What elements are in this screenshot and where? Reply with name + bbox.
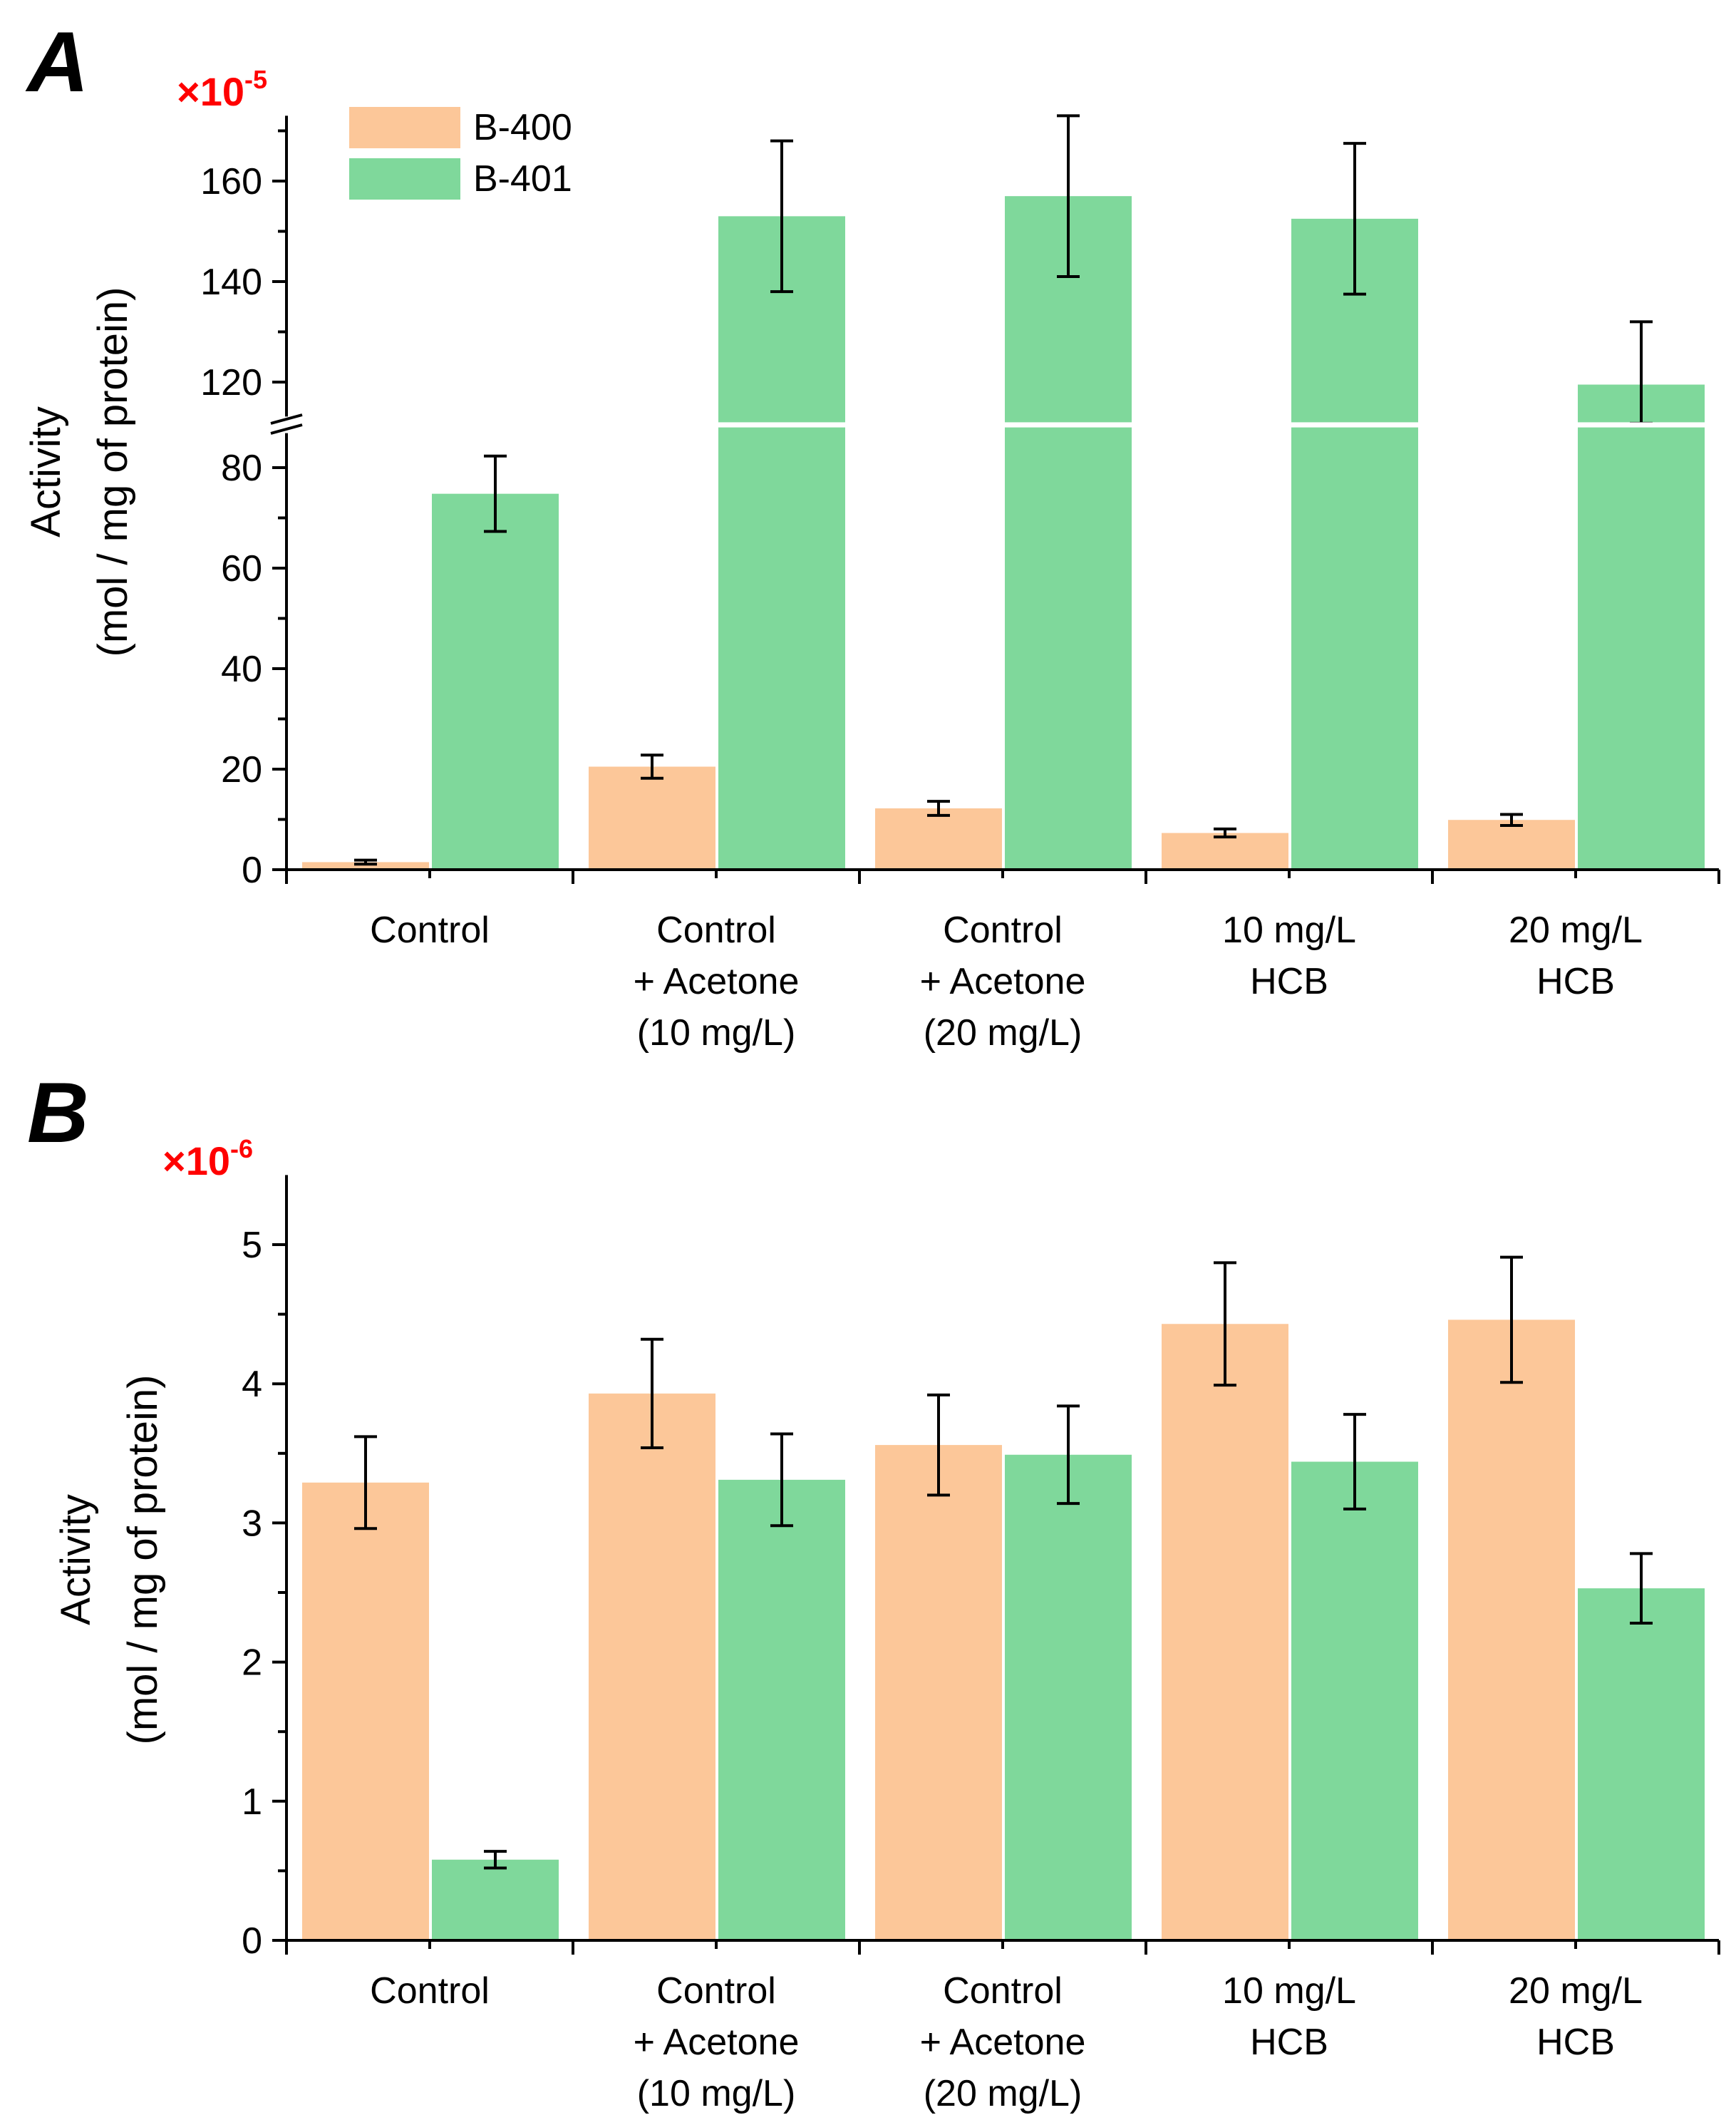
bar-a-b-401-3 — [1291, 218, 1418, 870]
x-tick-label-a-2-1: + Acetone — [920, 961, 1086, 1002]
legend-swatch-b400 — [349, 107, 460, 148]
x-tick-label-b-3-0: 10 mg/L — [1222, 1970, 1356, 2012]
x-tick-label-a-3-0: 10 mg/L — [1222, 910, 1356, 951]
panel-a-chart: 0 20 40 60 80 120 140 160 Control Control + Aceton… — [200, 114, 1720, 1054]
x-tick-label-b-1-1: + Acetone — [634, 2022, 800, 2063]
x-tick-label-a-1-0: Control — [656, 910, 776, 951]
bar-b-b-400-2 — [875, 1445, 1002, 1940]
bar-a-b-400-2 — [875, 808, 1002, 870]
panel-a-multiplier-base: ×10 — [177, 69, 244, 114]
y-tick-label-a: 60 — [221, 548, 262, 590]
panel-a-multiplier-exp: -5 — [244, 65, 267, 94]
x-tick-label-a-1-1: + Acetone — [634, 961, 800, 1002]
y-tick-label-b: 0 — [242, 1920, 262, 1962]
x-tick-label-b-3-1: HCB — [1250, 2022, 1328, 2063]
y-tick-label-b: 5 — [242, 1225, 262, 1266]
panel-a-label: A — [25, 14, 89, 110]
y-tick-label-b: 3 — [242, 1503, 262, 1544]
panel-b-multiplier: ×10-6 — [162, 1134, 253, 1183]
y-tick-label-b: 2 — [242, 1642, 262, 1684]
axis-break-gap — [717, 422, 847, 428]
bar-a-b-401-0 — [432, 493, 559, 870]
bar-b-b-401-0 — [432, 1859, 559, 1940]
x-tick-label-a-2-0: Control — [943, 910, 1063, 951]
bar-b-b-401-1 — [718, 1479, 845, 1940]
bar-b-b-401-3 — [1291, 1461, 1418, 1940]
axis-break-gap — [1576, 422, 1706, 428]
x-tick-label-a-1-2: (10 mg/L) — [637, 1012, 796, 1054]
legend-label-b400: B-400 — [473, 107, 572, 148]
bar-b-b-401-2 — [1005, 1454, 1132, 1940]
panel-a-ylabel-line2: (mol / mg of protein) — [90, 287, 136, 657]
bar-a-b-401-1 — [718, 216, 845, 870]
panel-b-ylabel-line2: (mol / mg of protein) — [120, 1375, 166, 1745]
bar-a-b-400-1 — [589, 766, 715, 870]
x-tick-label-b-1-2: (10 mg/L) — [637, 2073, 796, 2114]
x-tick-label-a-4-1: HCB — [1536, 961, 1615, 1002]
y-tick-label-a: 140 — [200, 262, 262, 303]
bar-a-b-401-2 — [1005, 196, 1132, 870]
x-tick-label-a-3-1: HCB — [1250, 961, 1328, 1002]
x-tick-label-b-4-1: HCB — [1536, 2022, 1615, 2063]
y-tick-label-a: 160 — [200, 161, 262, 202]
y-tick-label-a: 20 — [221, 749, 262, 791]
x-tick-label-b-2-2: (20 mg/L) — [924, 2073, 1083, 2114]
bar-a-b-400-3 — [1162, 833, 1288, 870]
y-tick-label-a: 120 — [200, 362, 262, 403]
panel-b-multiplier-exp: -6 — [230, 1134, 253, 1163]
legend: B-400 B-401 — [349, 107, 572, 200]
axis-break-gap — [1003, 422, 1133, 428]
panel-a-ylabel-line1: Activity — [23, 406, 69, 537]
bar-b-b-401-4 — [1578, 1588, 1705, 1940]
y-tick-label-b: 4 — [242, 1364, 262, 1405]
x-tick-label-b-2-0: Control — [943, 1970, 1063, 2012]
x-tick-label-a-4-0: 20 mg/L — [1509, 910, 1643, 951]
bar-b-b-400-4 — [1448, 1319, 1575, 1940]
bar-b-b-400-0 — [302, 1482, 429, 1940]
legend-label-b401: B-401 — [473, 158, 572, 200]
axis-break-mark — [270, 413, 303, 425]
panel-b-label: B — [27, 1065, 89, 1161]
panel-a-multiplier: ×10-5 — [177, 65, 267, 114]
bar-b-b-400-1 — [589, 1393, 715, 1940]
y-tick-label-b: 1 — [242, 1781, 262, 1823]
panel-b-chart: 0 1 2 3 4 5 Control Control + Acetone (10 mg/L) Co… — [242, 1175, 1720, 2114]
panel-b-multiplier-base: ×10 — [162, 1138, 230, 1183]
x-tick-label-a-0-0: Control — [370, 910, 490, 951]
x-tick-label-b-2-1: + Acetone — [920, 2022, 1086, 2063]
x-tick-label-a-2-2: (20 mg/L) — [924, 1012, 1083, 1054]
bar-a-b-400-4 — [1448, 820, 1575, 870]
panel-b-ylabel-line1: Activity — [53, 1494, 99, 1625]
x-tick-label-b-1-0: Control — [656, 1970, 776, 2012]
bar-a-b-400-0 — [302, 862, 429, 870]
x-tick-label-b-4-0: 20 mg/L — [1509, 1970, 1643, 2012]
y-tick-label-a: 40 — [221, 649, 262, 690]
y-tick-label-a: 0 — [242, 850, 262, 891]
bar-b-b-400-3 — [1162, 1324, 1288, 1940]
y-tick-label-a: 80 — [221, 448, 262, 489]
axis-break-gap — [1290, 422, 1420, 428]
legend-swatch-b401 — [349, 158, 460, 200]
x-tick-label-b-0-0: Control — [370, 1970, 490, 2012]
axis-break-mark — [270, 423, 303, 435]
bar-a-b-401-4 — [1578, 384, 1705, 870]
